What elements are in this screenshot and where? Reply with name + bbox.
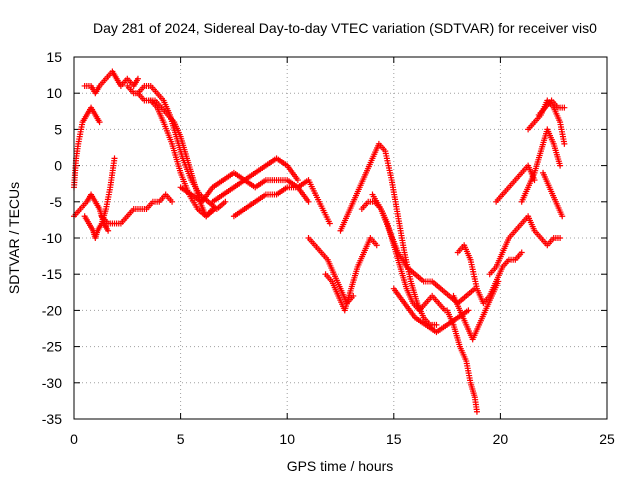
series-sat-y bbox=[535, 97, 568, 118]
series-sat-t bbox=[454, 242, 525, 307]
series-sat-z bbox=[540, 169, 566, 220]
series-sat-m bbox=[322, 235, 380, 314]
data-point bbox=[209, 206, 216, 213]
data-point bbox=[134, 75, 141, 82]
data-point bbox=[561, 104, 568, 111]
data-point bbox=[559, 213, 566, 220]
series-sat-r bbox=[444, 307, 480, 415]
x-tick-label: 25 bbox=[599, 431, 615, 447]
y-tick-label: -15 bbox=[42, 266, 62, 282]
plot-area-border bbox=[73, 56, 608, 420]
x-tick-label: 5 bbox=[177, 431, 185, 447]
data-point bbox=[561, 140, 568, 147]
data-point bbox=[518, 249, 525, 256]
x-tick-label: 0 bbox=[70, 431, 78, 447]
series-sat-c bbox=[81, 155, 118, 241]
y-tick-label: -5 bbox=[50, 194, 63, 210]
data-point bbox=[305, 198, 312, 205]
y-tick-label: 5 bbox=[54, 121, 62, 137]
x-tick-label: 20 bbox=[493, 431, 509, 447]
y-tick-label: -20 bbox=[42, 302, 62, 318]
series-sat-u bbox=[486, 213, 564, 278]
series-sat-d bbox=[81, 68, 141, 97]
series-sat-p bbox=[369, 191, 478, 307]
y-axis-label: SDTVAR / TECUs bbox=[6, 182, 22, 294]
data-point bbox=[465, 307, 472, 314]
y-tick-label: 10 bbox=[46, 85, 62, 101]
data-point bbox=[557, 235, 564, 241]
series-sat-j bbox=[209, 155, 301, 205]
y-tick-label: -25 bbox=[42, 339, 62, 355]
x-axis-label: GPS time / hours bbox=[287, 458, 394, 474]
data-point bbox=[96, 119, 103, 126]
data-point bbox=[105, 227, 112, 234]
y-tick-label: -10 bbox=[42, 230, 62, 246]
data-point bbox=[531, 177, 538, 184]
data-markers bbox=[71, 68, 568, 415]
y-tick-label: -30 bbox=[42, 375, 62, 391]
series-sat-w bbox=[518, 126, 564, 205]
series-sat-a bbox=[71, 104, 103, 191]
data-point bbox=[294, 177, 301, 184]
y-tick-label: -35 bbox=[42, 411, 62, 427]
x-tick-label: 15 bbox=[386, 431, 402, 447]
data-point bbox=[111, 155, 118, 162]
data-point bbox=[169, 198, 176, 205]
y-tick-label: 15 bbox=[46, 49, 62, 65]
series-sat-l bbox=[305, 235, 357, 307]
x-tick-label: 10 bbox=[279, 431, 295, 447]
data-point bbox=[350, 292, 357, 299]
data-point bbox=[222, 198, 229, 205]
y-tick-label: 0 bbox=[54, 158, 62, 174]
data-point bbox=[557, 162, 564, 169]
series-sat-h bbox=[145, 97, 216, 220]
data-point bbox=[373, 242, 380, 249]
grid bbox=[74, 57, 607, 419]
data-point bbox=[433, 321, 440, 328]
chart-title: Day 281 of 2024, Sidereal Day-to-day VTE… bbox=[93, 20, 597, 36]
data-point bbox=[473, 408, 480, 415]
axis-ticks: 0 5 10 15 20 25 15 10 5 0 -5 -10 -15 -20 -25 -30 -35 bbox=[42, 49, 615, 447]
data-point bbox=[326, 220, 333, 227]
series-sat-e bbox=[98, 191, 176, 227]
series-sat-k bbox=[230, 177, 333, 227]
